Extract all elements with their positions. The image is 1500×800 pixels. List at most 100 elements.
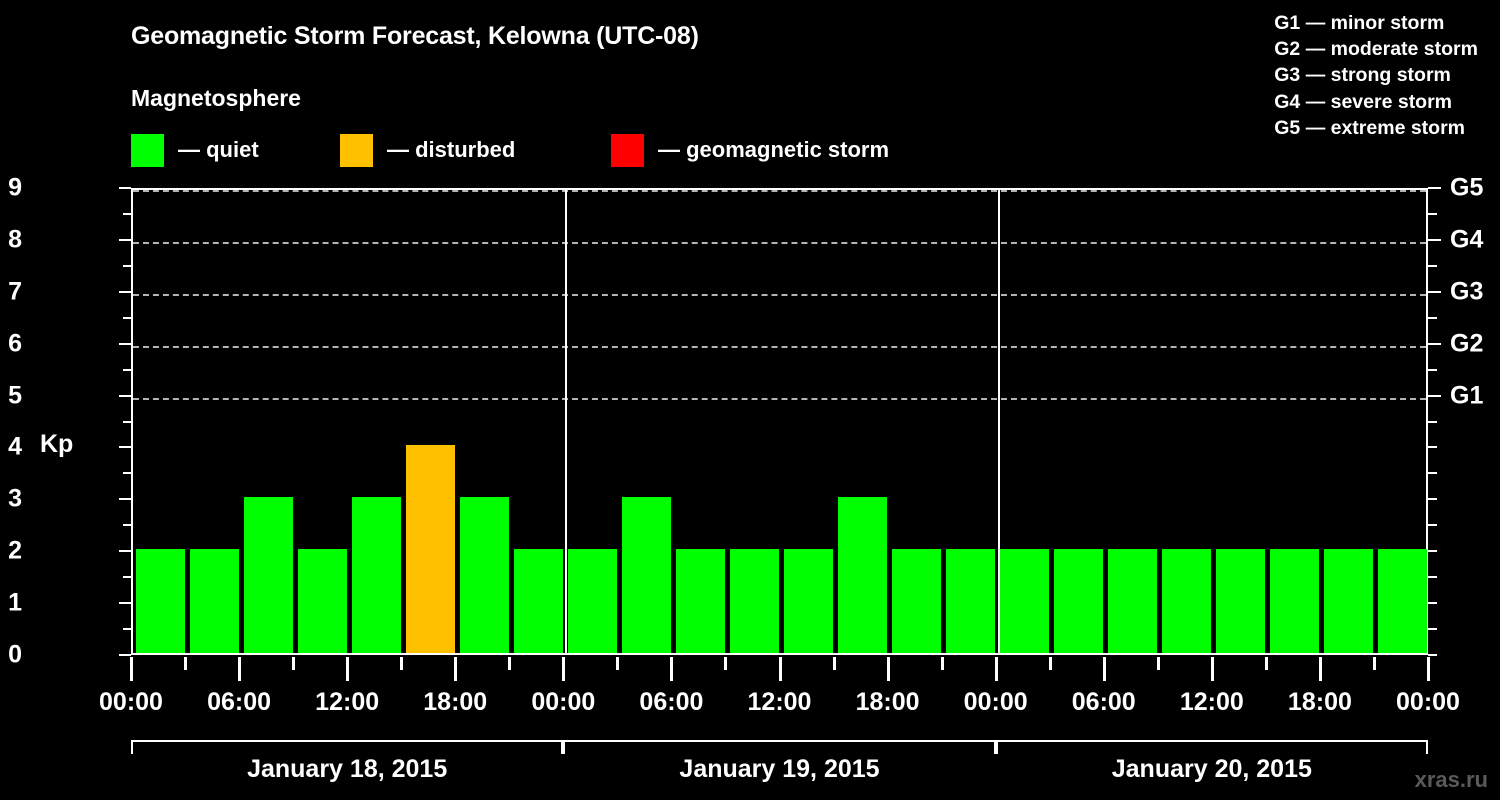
bar-11 (729, 549, 779, 653)
legend-label-geomagnetic-storm: — geomagnetic storm (658, 137, 890, 162)
x-tick-minor-2 (400, 657, 404, 670)
x-tick-minor-0 (184, 657, 188, 670)
bar-13 (838, 497, 888, 653)
g-axis-minor-half-6 (1428, 316, 1437, 319)
g-axis-minor-half-0 (1428, 628, 1437, 631)
y-tick-mark-9 (119, 187, 131, 189)
plot-area (131, 188, 1428, 655)
x-tick-major-6 (778, 657, 782, 681)
bar-22 (1324, 549, 1374, 653)
bar-15 (946, 549, 996, 653)
day-bracket-1 (563, 740, 996, 754)
y-tick-label-9: 9 (8, 173, 22, 202)
g-tick-label-G2: G2 (1450, 329, 1484, 358)
bar-14 (892, 549, 942, 653)
bar-2 (243, 497, 293, 653)
bar-18 (1108, 549, 1158, 653)
g-scale-legend: G1 — minor storm G2 — moderate storm G3 — … (1274, 10, 1478, 141)
x-tick-minor-4 (616, 657, 620, 670)
y-tick-mark-0 (119, 654, 131, 656)
day-separator-1 (565, 190, 568, 653)
day-bracket-0 (131, 740, 564, 754)
x-tick-label-11: 18:00 (1287, 688, 1352, 716)
bar-1 (189, 549, 239, 653)
x-tick-major-7 (886, 657, 890, 681)
g-axis-minor-half-1 (1428, 576, 1437, 579)
magnetosphere-label: Magnetosphere (131, 85, 301, 111)
day-label-0: January 18, 2015 (247, 755, 448, 783)
y-tick-minor-3 (123, 472, 131, 475)
y-tick-label-4: 4 (8, 432, 22, 461)
y-tick-minor-0 (123, 628, 131, 631)
g-scale-line-4: G4 — severe storm (1274, 90, 1453, 113)
g-tick-label-G5: G5 (1450, 173, 1484, 202)
x-tick-major-10 (1210, 657, 1214, 681)
g-axis-minor-half-4 (1428, 420, 1437, 423)
day-label-2: January 20, 2015 (1111, 755, 1312, 783)
g-tick-label-G4: G4 (1450, 225, 1484, 254)
bar-21 (1270, 549, 1320, 653)
g-axis-minor-4 (1428, 446, 1437, 449)
gridline-kp-8 (133, 241, 1426, 244)
g-axis-minor-half-3 (1428, 472, 1437, 475)
y-tick-label-2: 2 (8, 536, 22, 565)
x-tick-minor-8 (1048, 657, 1052, 670)
day-label-1: January 19, 2015 (679, 755, 880, 783)
y-tick-mark-3 (119, 498, 131, 501)
x-tick-major-1 (238, 657, 242, 681)
x-tick-label-4: 00:00 (531, 688, 596, 716)
x-tick-major-8 (994, 657, 998, 681)
legend-swatch-geomagnetic-storm (611, 133, 644, 167)
bar-20 (1216, 549, 1266, 653)
x-tick-label-5: 06:00 (639, 688, 704, 716)
x-tick-label-1: 06:00 (207, 688, 272, 716)
x-tick-major-2 (346, 657, 350, 681)
g-scale-line-5: G5 — extreme storm (1274, 116, 1466, 139)
g-tick-mark-G2 (1428, 342, 1441, 345)
x-tick-minor-7 (940, 657, 944, 670)
y-tick-minor-8 (123, 212, 131, 215)
legend-label-disturbed: — disturbed (387, 137, 516, 162)
legend-item-quiet: — quiet (131, 133, 259, 167)
x-tick-minor-10 (1264, 657, 1268, 670)
y-tick-label-8: 8 (8, 225, 22, 254)
day-bracket-2 (995, 740, 1428, 754)
x-tick-major-3 (454, 657, 458, 681)
x-tick-label-9: 06:00 (1071, 688, 1136, 716)
x-tick-label-3: 18:00 (423, 688, 488, 716)
x-tick-label-8: 00:00 (963, 688, 1028, 716)
bar-16 (1000, 549, 1050, 653)
y-tick-mark-4 (119, 446, 131, 449)
x-tick-label-0: 00:00 (99, 688, 163, 716)
g-axis-minor-half-5 (1428, 368, 1437, 371)
g-axis-minor-2 (1428, 550, 1437, 553)
bar-23 (1378, 549, 1428, 653)
bar-17 (1054, 549, 1104, 653)
x-tick-minor-1 (292, 657, 296, 670)
g-scale-line-1: G1 — minor storm (1274, 12, 1445, 34)
g-axis-minor-3 (1428, 498, 1437, 501)
g-tick-label-G3: G3 (1450, 277, 1484, 306)
y-tick-mark-2 (119, 550, 131, 553)
x-tick-minor-11 (1372, 657, 1376, 670)
y-tick-mark-7 (119, 290, 131, 293)
bar-12 (784, 549, 834, 653)
x-tick-minor-3 (508, 657, 512, 670)
x-tick-major-0 (130, 657, 133, 681)
y-tick-mark-8 (119, 238, 131, 241)
g-scale-line-2: G2 — moderate storm (1274, 38, 1478, 61)
x-tick-minor-9 (1156, 657, 1160, 670)
bar-0 (135, 549, 185, 653)
y-tick-label-1: 1 (8, 588, 22, 617)
y-tick-mark-6 (119, 342, 131, 345)
bar-8 (567, 549, 617, 653)
gridline-kp-9 (133, 190, 1426, 192)
x-tick-major-12 (1427, 657, 1430, 681)
legend-item-geomagnetic-storm: — geomagnetic storm (611, 133, 889, 167)
x-tick-minor-5 (724, 657, 728, 670)
bar-5 (405, 445, 455, 653)
bar-9 (621, 497, 671, 653)
g-axis-minor-half-2 (1428, 524, 1437, 527)
page-title: Geomagnetic Storm Forecast, Kelowna (UTC… (131, 22, 699, 50)
g-scale-line-3: G3 — strong storm (1274, 64, 1451, 87)
